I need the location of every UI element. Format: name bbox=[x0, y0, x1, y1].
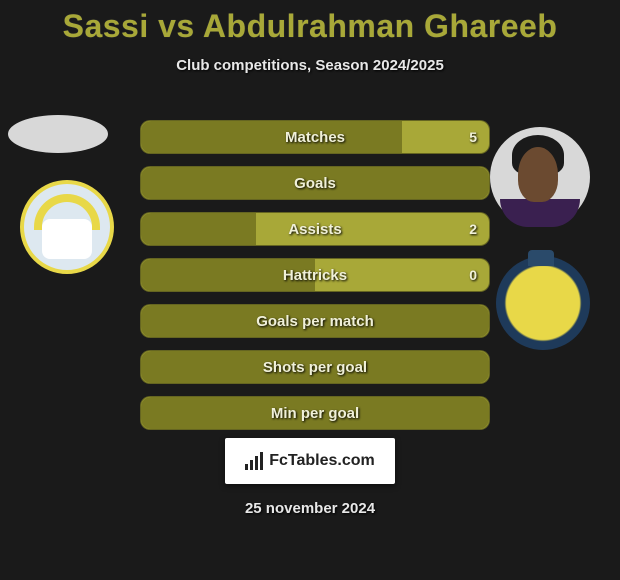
subtitle: Club competitions, Season 2024/2025 bbox=[0, 57, 620, 74]
stat-label: Shots per goal bbox=[141, 359, 489, 376]
fctables-badge[interactable]: FcTables.com bbox=[225, 438, 395, 484]
page-title: Sassi vs Abdulrahman Ghareeb bbox=[0, 0, 620, 45]
stat-row-goals: 3Goals0 bbox=[140, 166, 490, 200]
stat-label: Hattricks bbox=[141, 267, 489, 284]
player-right-avatar bbox=[490, 127, 590, 227]
date-label: 25 november 2024 bbox=[0, 500, 620, 517]
stats-bars: 15Matches5 3Goals0 1Assists2 0Hattricks0 0.2… bbox=[140, 120, 490, 442]
stat-label: Goals per match bbox=[141, 313, 489, 330]
stat-row-shots-per-goal: 14Shots per goal bbox=[140, 350, 490, 384]
stat-row-goals-per-match: 0.2Goals per match bbox=[140, 304, 490, 338]
stat-row-hattricks: 0Hattricks0 bbox=[140, 258, 490, 292]
stat-row-assists: 1Assists2 bbox=[140, 212, 490, 246]
stat-label: Goals bbox=[141, 175, 489, 192]
stat-label: Assists bbox=[141, 221, 489, 238]
stat-row-matches: 15Matches5 bbox=[140, 120, 490, 154]
club-right-badge bbox=[496, 256, 590, 350]
stat-label: Min per goal bbox=[141, 405, 489, 422]
club-left-badge bbox=[20, 180, 114, 274]
player-left-avatar bbox=[8, 115, 108, 153]
stat-label: Matches bbox=[141, 129, 489, 146]
fctables-label: FcTables.com bbox=[269, 452, 375, 470]
bars-icon bbox=[245, 452, 263, 470]
stat-row-min-per-goal: 450Min per goal bbox=[140, 396, 490, 430]
